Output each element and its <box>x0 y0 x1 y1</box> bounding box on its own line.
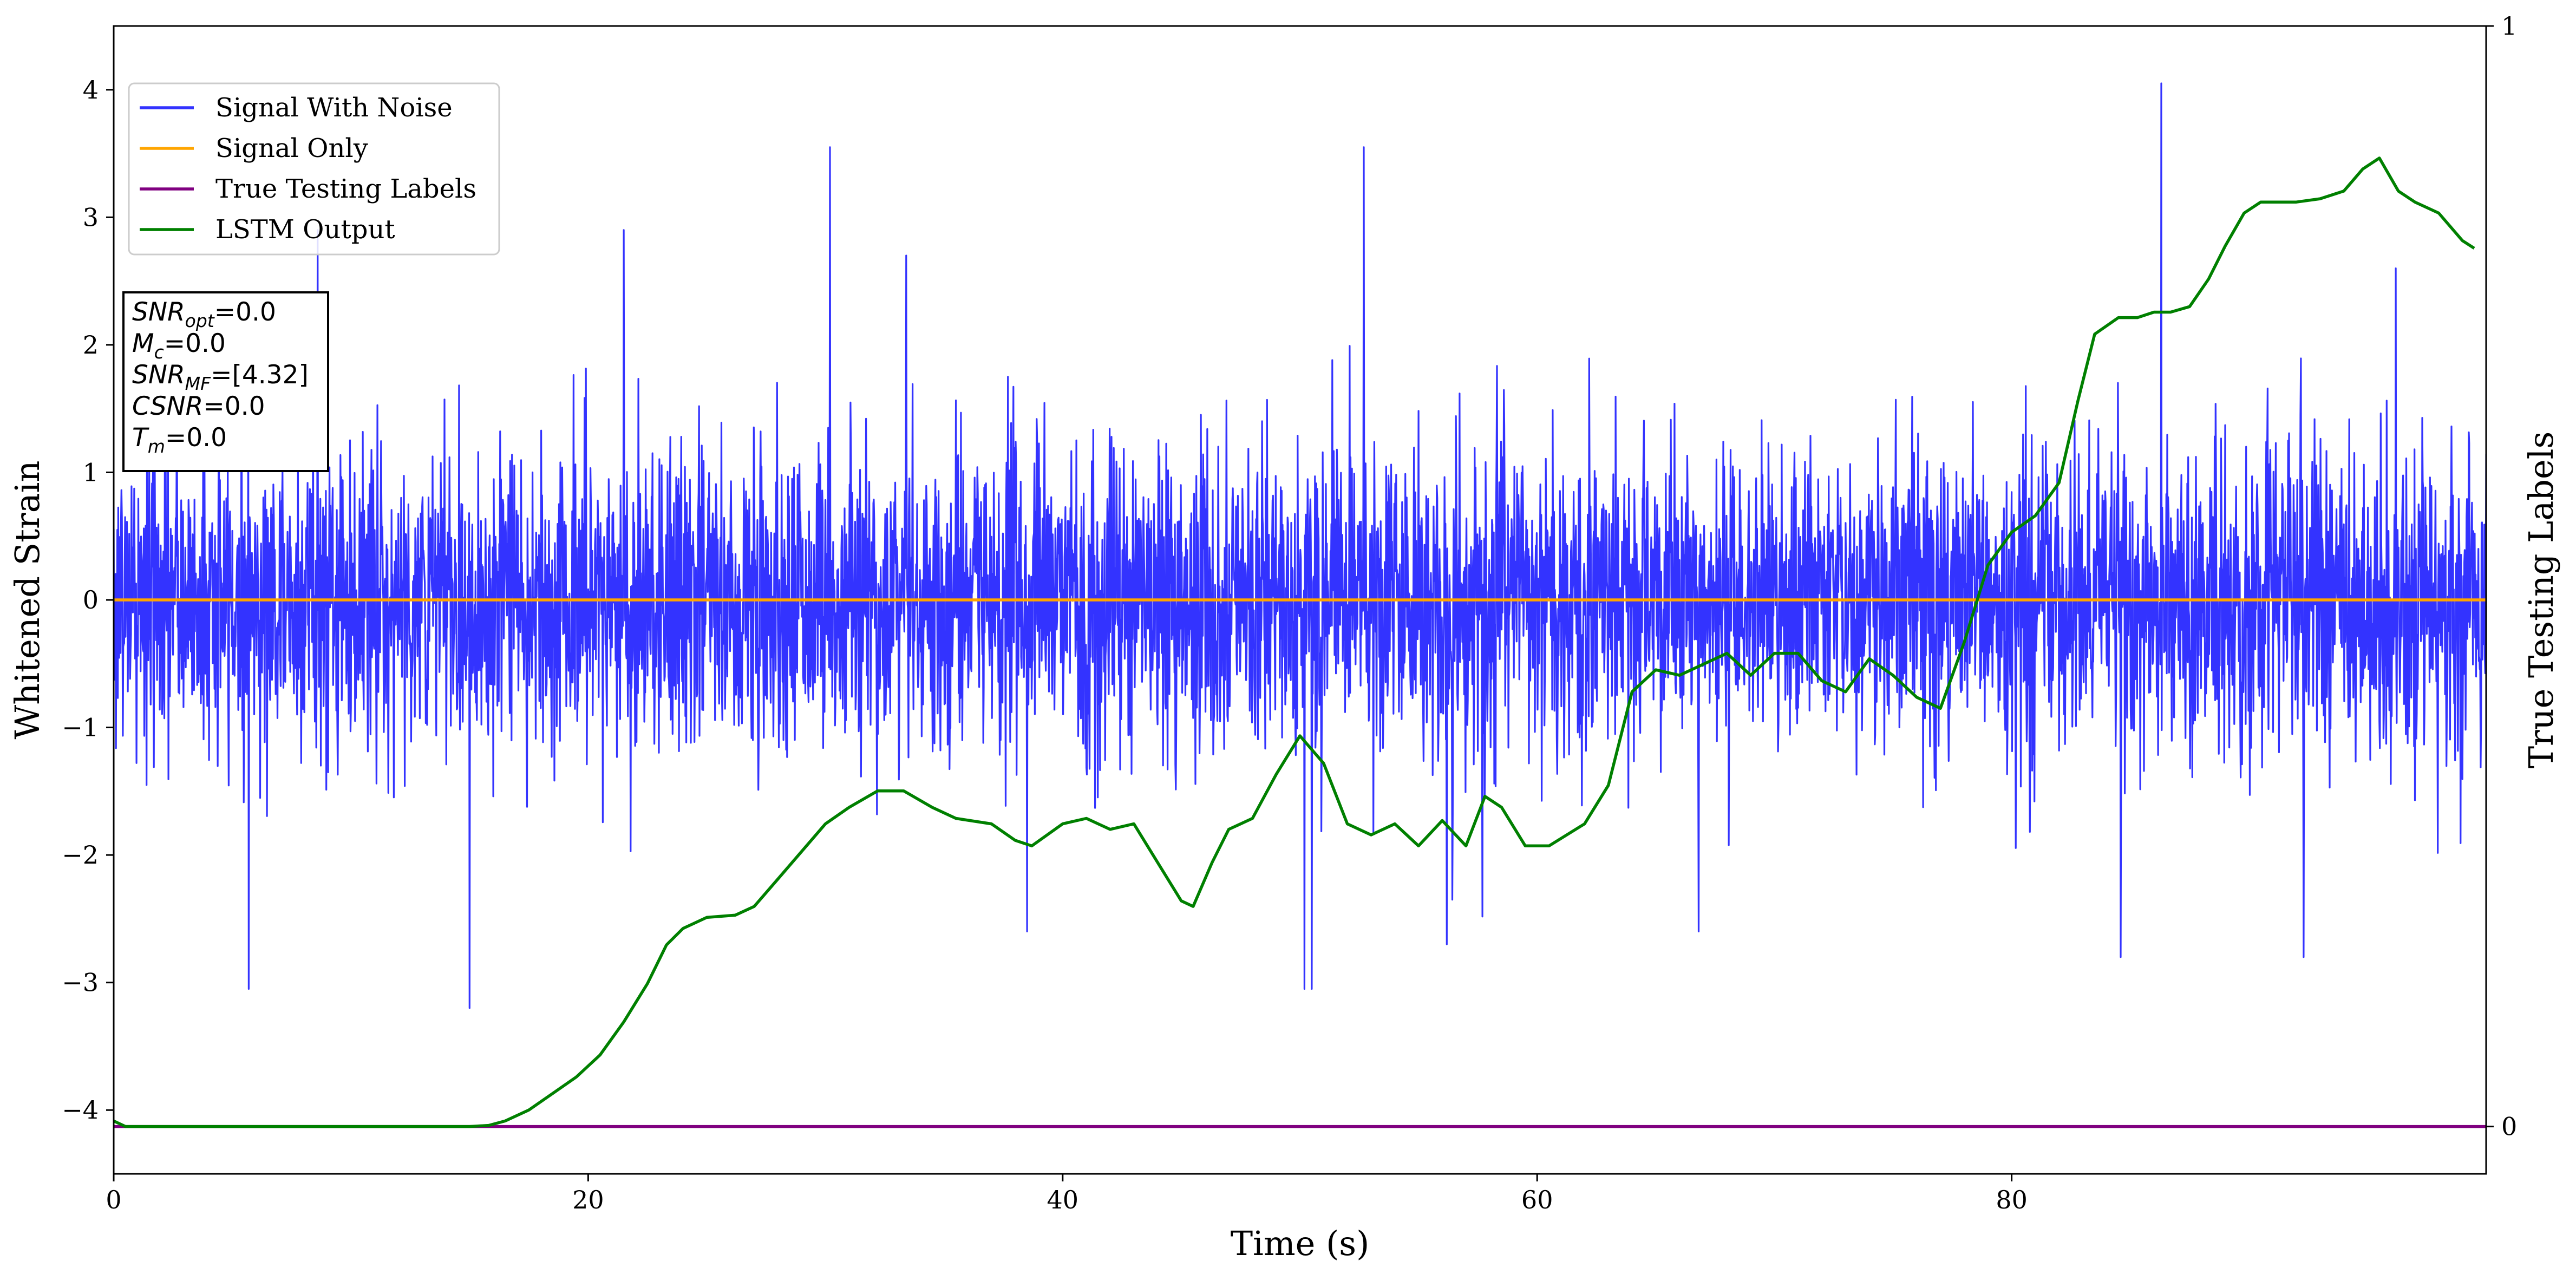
y-tick-label: 0 <box>83 585 99 615</box>
legend-frame <box>128 82 500 256</box>
annotation-line: SNRMF=[4.32] <box>132 360 309 394</box>
legend: Signal With Noise Signal Only True Testing… <box>128 82 500 256</box>
y2-tick-label: 0 <box>2501 1112 2517 1141</box>
legend-entry-label: True Testing Labels <box>215 174 476 204</box>
annotation-frame <box>122 291 329 472</box>
y-tick-label: −3 <box>62 968 99 997</box>
annotation-line: CSNR=0.0 <box>132 391 265 421</box>
y-tick-label: −1 <box>62 713 99 742</box>
y-axis-right: 01 <box>2486 11 2517 1141</box>
x-tick-label: 0 <box>106 1185 121 1214</box>
annotation-line: SNRopt=0.0 <box>132 297 276 331</box>
x-tick-label: 40 <box>1047 1185 1079 1214</box>
x-tick-label: 20 <box>572 1185 604 1214</box>
y-tick-label: 2 <box>83 330 99 360</box>
annotation-line: Tm=0.0 <box>132 423 227 457</box>
y-tick-label: 3 <box>83 202 99 232</box>
annotation-box: SNRopt=0.0Mc=0.0SNRMF=[4.32]CSNR=0.0Tm=0… <box>122 291 329 472</box>
series-layer <box>114 82 2486 1128</box>
x-tick-label: 60 <box>1521 1185 1553 1214</box>
annotation-line: Mc=0.0 <box>132 329 226 363</box>
y-axis-left: −4 −3 −2 −1 0 1 2 3 4 <box>62 75 114 1125</box>
y-tick-label: 1 <box>83 458 99 487</box>
series-signal-with-noise-line <box>114 82 2486 1009</box>
x-axis: 0 20 40 60 80 <box>106 1174 2028 1214</box>
y-tick-label: 4 <box>83 75 99 104</box>
legend-entry-label: LSTM Output <box>215 214 395 245</box>
y-tick-label: −2 <box>62 840 99 870</box>
x-tick-label: 80 <box>1996 1185 2028 1214</box>
y2-tick-label: 1 <box>2501 11 2517 41</box>
legend-entry-label: Signal With Noise <box>215 93 453 123</box>
x-axis-title: Time (s) <box>1231 1224 1370 1263</box>
y-tick-label: −4 <box>62 1095 99 1125</box>
series-lstm-output-line <box>114 156 2475 1128</box>
y-axis-title: Whitened Strain <box>8 461 47 740</box>
legend-entry-label: Signal Only <box>215 133 368 164</box>
y2-axis-title: True Testing Labels <box>2521 432 2561 769</box>
